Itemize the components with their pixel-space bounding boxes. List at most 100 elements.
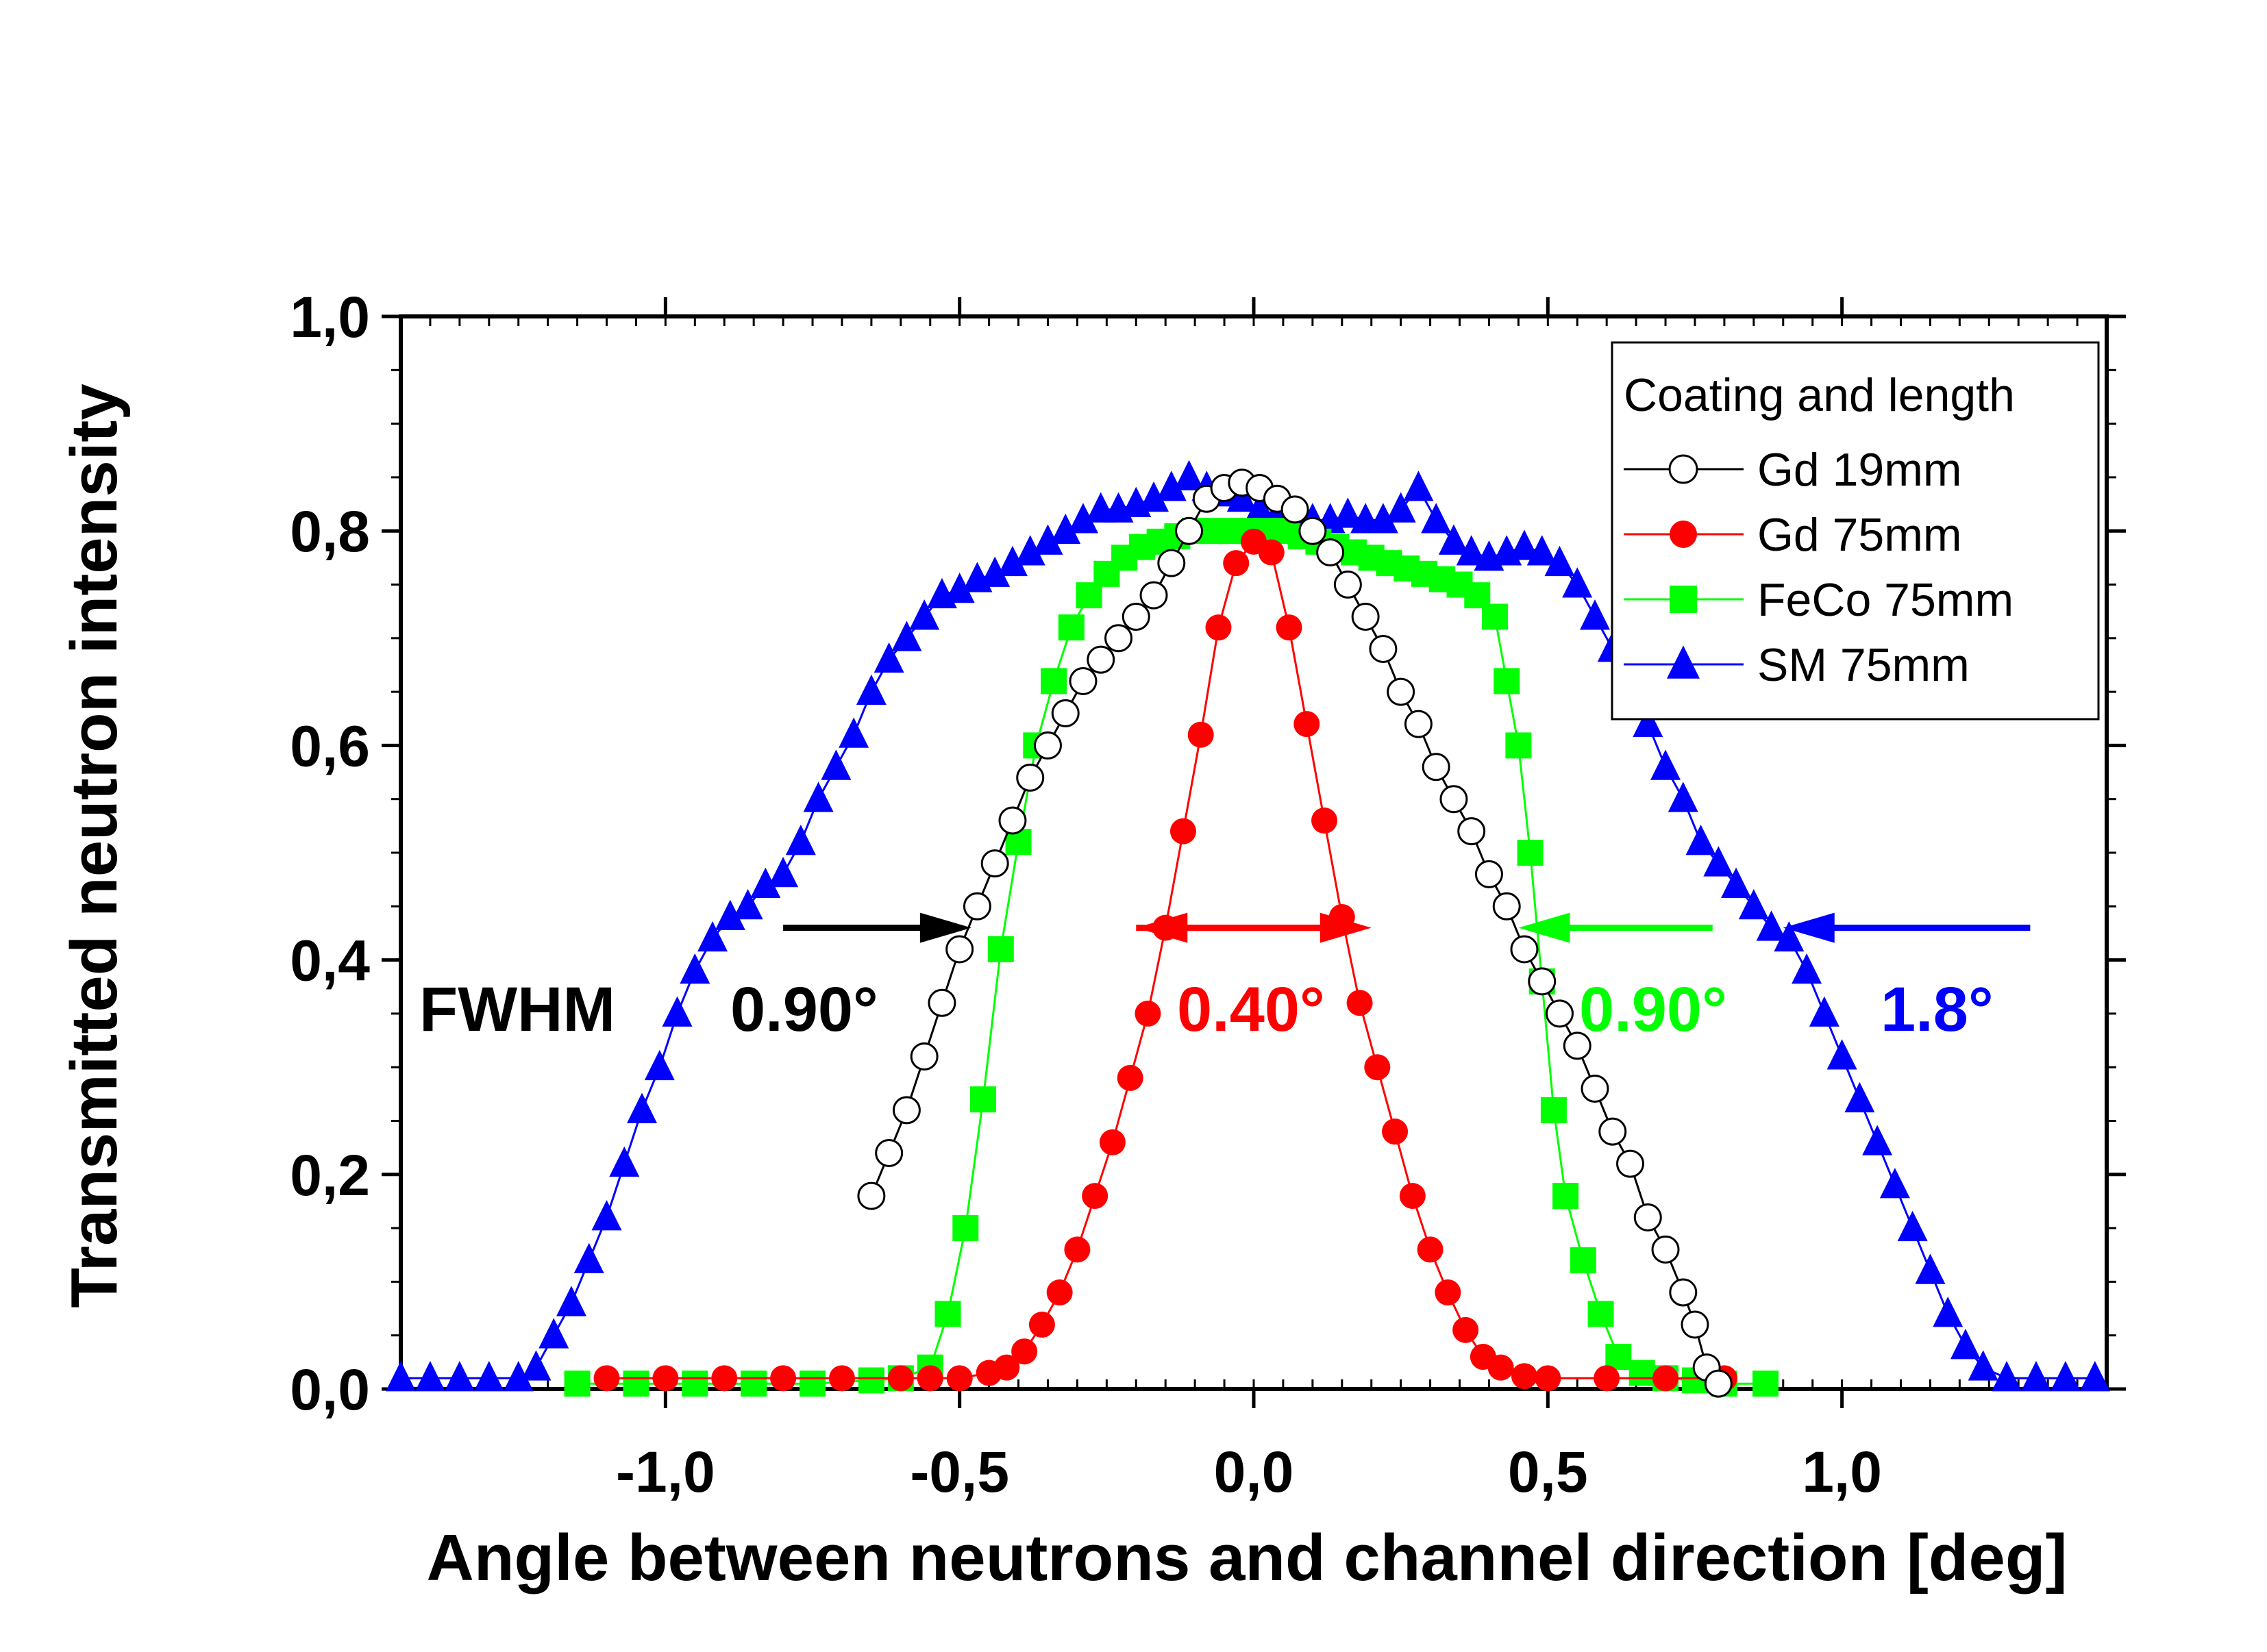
data-point	[1175, 516, 1204, 545]
data-point	[1844, 1081, 1875, 1113]
data-point	[1457, 817, 1486, 846]
data-point	[662, 996, 693, 1027]
data-point	[1316, 538, 1345, 567]
data-point	[1058, 614, 1085, 641]
data-point	[1628, 1360, 1655, 1386]
arrow-head	[1783, 912, 1835, 943]
legend-label: SM 75mm	[1757, 639, 1970, 691]
data-point	[993, 1354, 1020, 1381]
data-point	[858, 1367, 884, 1394]
data-point	[732, 889, 763, 920]
data-point	[946, 1365, 973, 1392]
legend-item: FeCo 75mm	[1624, 574, 2014, 626]
data-point	[1187, 721, 1214, 748]
data-point	[963, 892, 991, 921]
x-tick-label: -1,0	[616, 1440, 715, 1504]
data-point	[856, 674, 887, 705]
data-point	[1651, 1235, 1680, 1264]
data-point	[1028, 1312, 1055, 1338]
data-point	[1385, 492, 1416, 523]
data-point	[1685, 825, 1716, 855]
fwhm-arrow	[1518, 912, 1713, 943]
data-point	[1298, 516, 1327, 545]
data-point	[1933, 1297, 1964, 1327]
data-point	[741, 1371, 767, 1397]
data-point	[1135, 1000, 1161, 1027]
data-point	[1032, 524, 1063, 555]
data-point	[1346, 990, 1373, 1016]
data-point	[1258, 539, 1285, 566]
data-point	[998, 806, 1027, 835]
data-point	[1505, 732, 1532, 759]
legend-item: SM 75mm	[1624, 639, 1970, 691]
data-point	[1333, 497, 1363, 528]
series-gd-75mm	[593, 528, 1737, 1392]
fwhm-arrow	[783, 912, 971, 943]
data-point	[1544, 545, 1575, 577]
data-point	[1774, 921, 1805, 952]
annotation-feco75-width: 0.90°	[1579, 975, 1727, 1044]
arrow-head	[1320, 912, 1372, 943]
data-point	[910, 1042, 939, 1071]
data-point	[1399, 1183, 1426, 1210]
data-point	[1422, 753, 1450, 781]
data-point	[444, 1361, 475, 1392]
data-point	[386, 1361, 416, 1392]
data-point	[1545, 999, 1574, 1028]
data-point	[1033, 731, 1062, 760]
data-point	[1205, 614, 1232, 641]
data-point	[1064, 1236, 1091, 1263]
data-point	[1862, 1125, 1893, 1155]
axis-tick-labels: -1,0 -0,5 0,0 0,5 1,0 0,0 0,2 0,4 0,6 0,8 1,0	[290, 285, 1882, 1504]
data-point	[1369, 634, 1398, 663]
data-point	[750, 867, 781, 898]
data-point	[1563, 1031, 1591, 1060]
legend-title: Coating and length	[1624, 369, 2015, 421]
data-point	[1333, 571, 1362, 599]
arrow-head	[919, 912, 971, 943]
data-point	[1157, 549, 1186, 577]
data-point	[821, 749, 852, 780]
data-point	[1452, 1316, 1479, 1343]
data-point	[970, 1086, 997, 1113]
data-point	[697, 921, 728, 952]
data-point	[1879, 1168, 1910, 1199]
data-point	[1099, 1129, 1126, 1155]
legend-marker	[1670, 586, 1697, 613]
data-point	[1598, 1117, 1627, 1146]
fwhm-arrow	[1136, 912, 1372, 943]
data-point	[1439, 785, 1468, 814]
data-point	[1417, 1236, 1444, 1263]
data-point	[980, 556, 1011, 587]
y-tick-label: 0,0	[290, 1357, 370, 1422]
data-point	[1509, 529, 1539, 560]
data-point	[1587, 1301, 1614, 1327]
data-point	[1016, 763, 1045, 792]
data-point	[1968, 1350, 1998, 1381]
data-point	[1650, 749, 1681, 780]
data-point	[623, 1371, 649, 1397]
y-tick-label: 0,6	[290, 714, 370, 778]
data-point	[1540, 1097, 1567, 1123]
data-point	[1510, 935, 1539, 964]
data-point	[1669, 1278, 1698, 1307]
legend-marker	[1668, 454, 1698, 484]
legend-item: Gd 75mm	[1624, 509, 1962, 561]
data-point	[1122, 602, 1150, 631]
data-point	[1562, 567, 1593, 598]
annotation-sm75-width: 1.8°	[1881, 975, 1994, 1044]
series-gd-19mm	[857, 468, 1733, 1398]
data-point	[917, 1365, 943, 1392]
data-point	[1915, 1253, 1946, 1284]
data-point	[987, 936, 1014, 962]
data-point	[803, 781, 834, 812]
data-point	[715, 899, 745, 930]
data-point	[1104, 624, 1133, 653]
data-point	[1594, 1365, 1620, 1392]
data-point	[1174, 460, 1204, 490]
data-point	[1792, 953, 1822, 984]
data-point	[1721, 867, 1752, 898]
data-point	[891, 621, 922, 651]
data-point	[538, 1318, 569, 1349]
data-point	[997, 545, 1028, 577]
